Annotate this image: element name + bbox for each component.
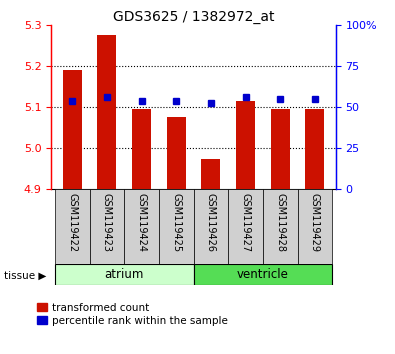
Bar — [97, 35, 117, 189]
Text: ventricle: ventricle — [237, 268, 289, 281]
Text: GSM119423: GSM119423 — [102, 193, 112, 252]
Text: GSM119428: GSM119428 — [275, 193, 285, 252]
Bar — [194, 189, 228, 264]
Bar — [263, 189, 297, 264]
Bar — [305, 109, 324, 189]
Text: GSM119422: GSM119422 — [67, 193, 77, 252]
Bar — [228, 189, 263, 264]
Bar — [55, 264, 194, 285]
Bar — [167, 118, 186, 189]
Text: tissue ▶: tissue ▶ — [4, 270, 46, 280]
Text: GSM119424: GSM119424 — [137, 193, 147, 252]
Bar — [194, 264, 332, 285]
Bar — [90, 189, 124, 264]
Bar — [132, 109, 151, 189]
Text: GSM119426: GSM119426 — [206, 193, 216, 252]
Bar — [297, 189, 332, 264]
Title: GDS3625 / 1382972_at: GDS3625 / 1382972_at — [113, 10, 274, 24]
Text: GSM119429: GSM119429 — [310, 193, 320, 252]
Bar — [271, 109, 290, 189]
Bar — [55, 189, 90, 264]
Text: atrium: atrium — [105, 268, 144, 281]
Bar — [159, 189, 194, 264]
Bar — [201, 159, 220, 189]
Bar — [124, 189, 159, 264]
Text: GSM119427: GSM119427 — [241, 193, 250, 252]
Text: GSM119425: GSM119425 — [171, 193, 181, 252]
Legend: transformed count, percentile rank within the sample: transformed count, percentile rank withi… — [37, 303, 228, 326]
Bar — [63, 70, 82, 189]
Bar — [236, 101, 255, 189]
